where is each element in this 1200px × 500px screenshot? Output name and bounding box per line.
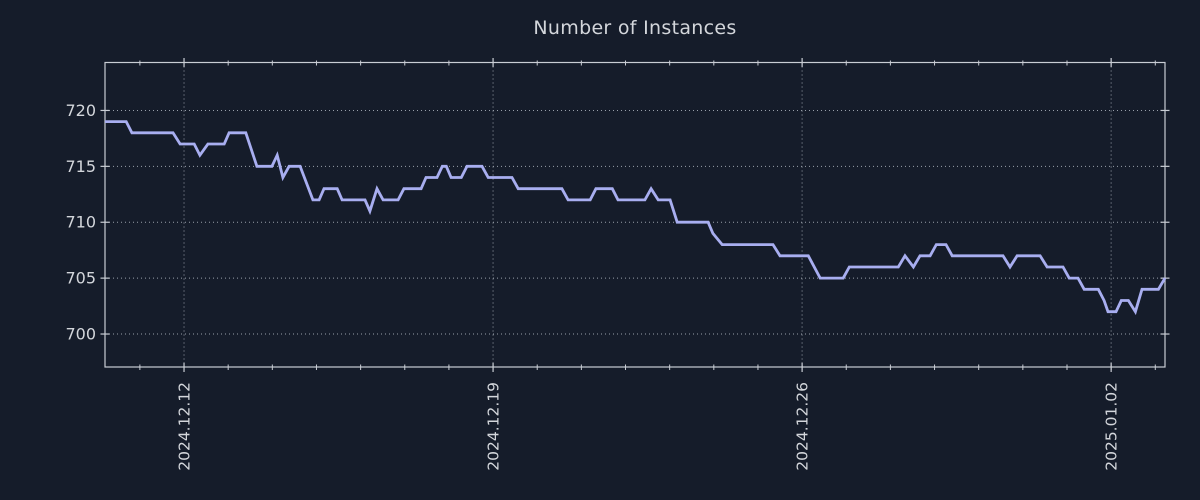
plot-border — [104, 61, 1166, 368]
y-tick-label: 705 — [65, 269, 96, 288]
x-tick-label: 2024.12.26 — [794, 382, 812, 471]
series-line-instances — [105, 120, 1167, 316]
x-tick-label: 2024.12.19 — [485, 382, 503, 471]
y-tick-label: 710 — [65, 213, 96, 232]
y-tick-label: 715 — [65, 157, 96, 176]
y-tick-label: 700 — [65, 325, 96, 344]
y-tick-label: 720 — [65, 101, 96, 120]
chart-title: Number of Instances — [533, 17, 737, 39]
x-tick-label: 2024.12.12 — [176, 382, 194, 471]
x-tick-label: 2025.01.02 — [1103, 382, 1121, 471]
